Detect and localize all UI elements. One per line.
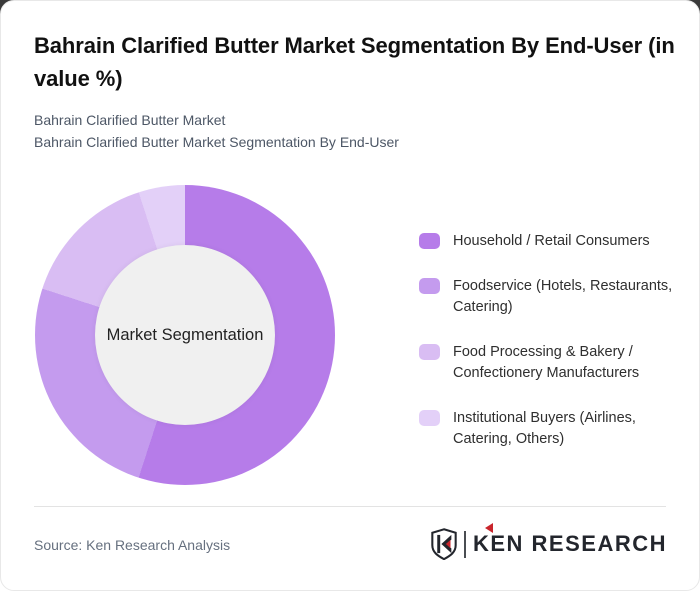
donut-center-label: Market Segmentation [106,325,264,344]
legend-swatch [419,233,440,249]
legend-label: Food Processing & Bakery / Confectionery… [453,344,640,381]
red-arrow-icon [484,523,493,533]
subtitle-line-2: Bahrain Clarified Butter Market Segmenta… [34,134,399,150]
donut-center: Market Segmentation [95,245,275,425]
legend-swatch [419,344,440,360]
source-text: Source: Ken Research Analysis [34,537,231,553]
footer-divider [34,506,666,507]
legend-item: Institutional Buyers (Airlines, Catering… [419,408,673,450]
legend-item: Foodservice (Hotels, Restaurants, Cateri… [419,276,673,318]
legend-label: Household / Retail Consumers [453,233,650,249]
subtitle-line-1: Bahrain Clarified Butter Market [34,112,226,128]
ken-research-logo: KEN RESEARCH [431,523,667,560]
legend-label: Foodservice (Hotels, Restaurants, Cateri… [453,278,673,315]
legend-label: Institutional Buyers (Airlines, Catering… [453,410,636,447]
legend-item: Household / Retail Consumers [419,231,673,252]
chart-title: Bahrain Clarified Butter Market Segmenta… [34,33,675,91]
ken-research-badge-icon [431,528,457,560]
chart-legend: Household / Retail Consumers Foodservice … [419,231,673,474]
chart-subtitle: Bahrain Clarified Butter Market Bahrain … [34,109,634,153]
logo-separator [463,530,466,558]
legend-swatch [419,410,440,426]
donut-chart: Market Segmentation [35,185,335,485]
logo-wordmark: KEN RESEARCH [472,531,667,556]
legend-swatch [419,278,440,294]
legend-item: Food Processing & Bakery / Confectionery… [419,342,673,384]
